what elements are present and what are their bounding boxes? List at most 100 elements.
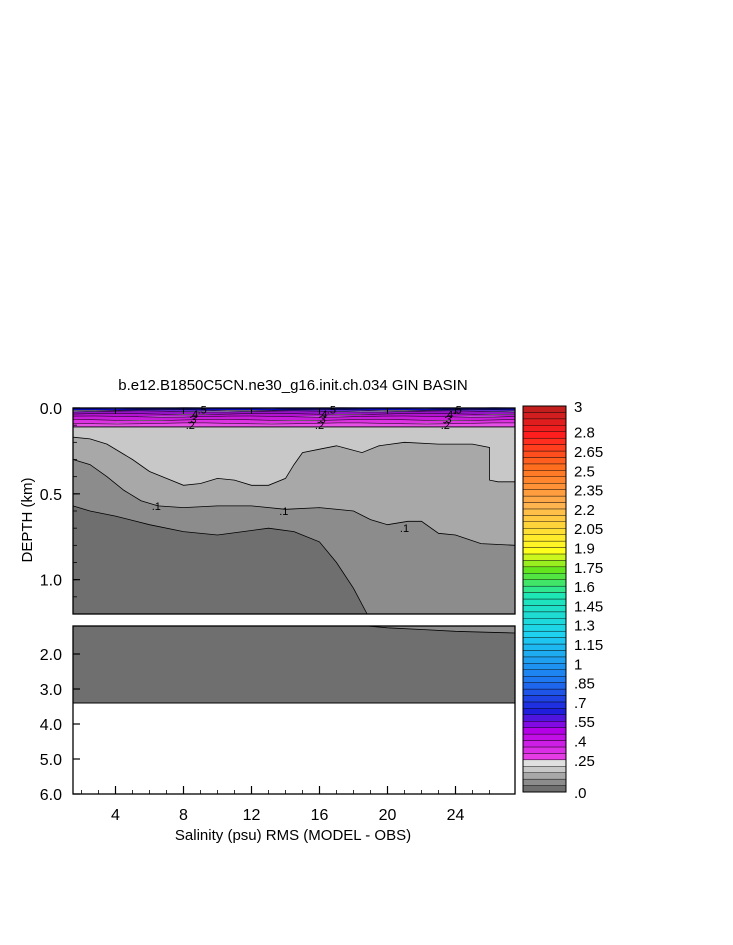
colorbar-cell: [522, 740, 567, 748]
colorbar-cell: [522, 630, 567, 638]
colorbar-cell: [522, 476, 567, 484]
colorbar-cell: [522, 450, 567, 458]
colorbar-cell: [522, 412, 567, 420]
colorbar-label: 1.45: [574, 598, 603, 615]
colorbar-cell: [522, 560, 567, 568]
colorbar-cell: [522, 418, 567, 426]
lower-panel-frame: [72, 625, 516, 795]
contour-line-0: [72, 505, 368, 615]
colorbar-cell: [522, 772, 567, 780]
colorbar-cell: [522, 643, 567, 651]
contour-label: .3: [187, 414, 196, 426]
colorbar-cell: [522, 701, 567, 709]
colorbar-label: 1: [574, 656, 582, 673]
y-tick-label: 1.0: [40, 573, 62, 590]
colorbar-label: 2.5: [574, 463, 595, 480]
colorbar-cell: [522, 650, 567, 658]
chart-title: b.e12.B1850C5CN.ne30_g16.init.ch.034 GIN…: [118, 377, 467, 394]
surface-contour: [72, 413, 516, 415]
colorbar-label: 1.75: [574, 560, 603, 577]
colorbar-label: 3: [574, 399, 582, 416]
lower-panel: [72, 625, 516, 795]
colorbar-cell: [522, 483, 567, 490]
y-tick-label: 6.0: [40, 787, 62, 804]
contour-label: .4: [318, 409, 327, 421]
colorbar-cell: [522, 431, 567, 439]
colorbar-cell: [522, 592, 567, 600]
colorbar-cell: [522, 785, 567, 793]
contour-label: .1: [152, 501, 161, 513]
colorbar-cell: [522, 605, 567, 613]
colorbar-cells: [522, 405, 567, 793]
contour-label: .3: [442, 414, 451, 426]
colorbar-cell: [522, 611, 567, 619]
colorbar-cell: [522, 457, 567, 465]
colorbar-cell: [522, 495, 567, 503]
colorbar-cell: [522, 688, 567, 696]
colorbar-cell: [522, 470, 567, 477]
colorbar-cell: [522, 585, 567, 593]
contour-label: .2: [315, 420, 324, 432]
x-tick-label: 24: [447, 807, 465, 824]
colorbar-cell: [522, 553, 567, 561]
contour-label: .4: [189, 409, 198, 421]
upper-panel-fills: [73, 407, 515, 614]
colorbar-cell: [522, 508, 567, 516]
colorbar-label: .55: [574, 714, 595, 731]
contour-labels: .1.1.1.2.2.2.3.3.3.4.4.4.5.5.5: [152, 405, 462, 535]
colorbar-cell: [522, 753, 567, 761]
colorbar-cell: [522, 534, 567, 542]
colorbar-cell: [522, 624, 567, 632]
contour-label: .5: [198, 405, 207, 417]
colorbar-cell: [522, 618, 567, 625]
colorbar-label: 2.8: [574, 425, 595, 442]
colorbar-label: .7: [574, 695, 587, 712]
colorbar-cell: [522, 573, 567, 580]
colorbar-cell: [522, 579, 567, 587]
colorbar-cell: [522, 502, 567, 510]
colorbar-label: 2.65: [574, 444, 603, 461]
colorbar-cell: [522, 778, 567, 786]
y-axis: 0.0 0.5 1.0 2.0 3.0 4.0 5.0 6.0: [40, 401, 80, 804]
x-tick-label: 12: [243, 807, 261, 824]
colorbar-cell: [522, 528, 567, 535]
colorbar-label: .25: [574, 753, 595, 770]
colorbar-cell: [522, 598, 567, 606]
colorbar-label: .85: [574, 676, 595, 693]
upper-panel: .1.1.1.2.2.2.3.3.3.4.4.4.5.5.5: [72, 405, 516, 615]
colorbar-cell: [522, 489, 567, 497]
colorbar-cell: [522, 746, 567, 754]
colorbar-cell: [522, 676, 567, 683]
x-axis: 4 8 12 16 20 24: [81, 408, 490, 824]
colorbar-cell: [522, 721, 567, 728]
colorbar-cell: [522, 405, 567, 413]
colorbar-cell: [522, 463, 567, 471]
lower-shallow-region: [367, 626, 515, 633]
contour-label: .3: [317, 414, 326, 426]
colorbar-label: 1.9: [574, 541, 595, 558]
x-tick-label: 20: [379, 807, 397, 824]
colorbar-cell: [522, 708, 567, 715]
surface-contour: [72, 419, 516, 421]
contour-label: .1: [279, 506, 288, 518]
lower-deep-region: [73, 626, 515, 703]
surface-contour: [72, 410, 516, 413]
colorbar-cell: [522, 515, 567, 522]
colorbar-label: 2.2: [574, 502, 595, 519]
colorbar-cell: [522, 566, 567, 574]
colorbar-cell: [522, 444, 567, 452]
lower-contour-line: [367, 625, 516, 634]
x-tick-label: 16: [311, 807, 329, 824]
colorbar-cell: [522, 682, 567, 690]
colorbar-cell: [522, 547, 567, 555]
surface-contour: [73, 409, 516, 411]
colorbar-cell: [522, 714, 567, 722]
colorbar-cell: [522, 663, 567, 670]
surface-contour: [72, 415, 516, 418]
x-axis-label: Salinity (psu) RMS (MODEL - OBS): [175, 827, 411, 844]
contour-label: .2: [186, 420, 195, 432]
contour-line-0.05: [72, 459, 516, 546]
contour-label: .5: [327, 405, 336, 417]
x-tick-label: 8: [179, 807, 188, 824]
contour-line-0.1: [72, 436, 515, 486]
